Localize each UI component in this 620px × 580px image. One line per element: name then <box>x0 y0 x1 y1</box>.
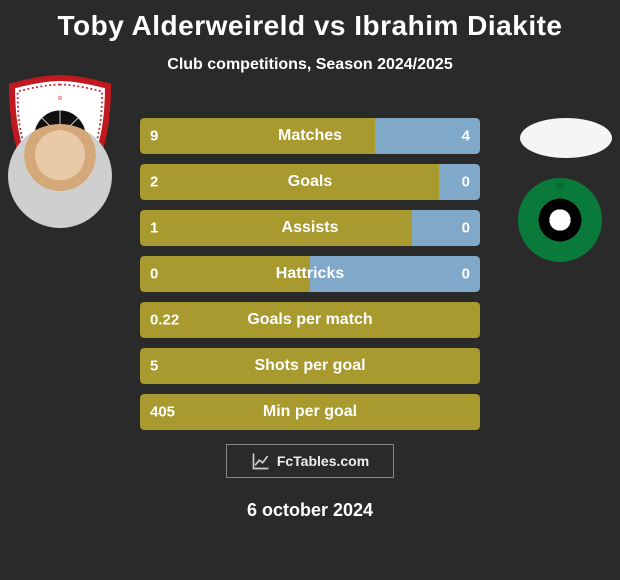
value-right: 0 <box>462 220 470 237</box>
value-right: 0 <box>462 266 470 283</box>
value-left: 5 <box>150 358 158 375</box>
stat-row: 5 Shots per goal <box>140 348 480 384</box>
stat-row: 2 0 Goals <box>140 164 480 200</box>
value-right: 4 <box>462 128 470 145</box>
stat-row: 405 Min per goal <box>140 394 480 430</box>
value-left: 0.22 <box>150 312 179 329</box>
brand-badge: FcTables.com <box>226 444 394 478</box>
crown-icon: ♔ <box>556 182 565 193</box>
stat-label: Shots per goal <box>254 357 365 375</box>
chart-icon <box>251 451 271 471</box>
stat-label: Goals per match <box>247 311 372 329</box>
stat-label: Min per goal <box>263 403 357 421</box>
value-left: 0 <box>150 266 158 283</box>
bar-right <box>439 164 480 200</box>
comparison-chart: 9 4 Matches 2 0 Goals 1 0 Assists 0 0 Hattricks 0.22… <box>140 118 480 440</box>
value-left: 1 <box>150 220 158 237</box>
date-text: 6 october 2024 <box>0 500 620 521</box>
stat-label: Matches <box>278 127 342 145</box>
svg-text:♔: ♔ <box>57 95 62 102</box>
value-left: 2 <box>150 174 158 191</box>
stat-row: 0.22 Goals per match <box>140 302 480 338</box>
stat-row: 1 0 Assists <box>140 210 480 246</box>
value-left: 9 <box>150 128 158 145</box>
value-right: 0 <box>462 174 470 191</box>
player-right-avatar <box>520 118 612 158</box>
page-title: Toby Alderweireld vs Ibrahim Diakite <box>0 0 620 42</box>
stat-label: Goals <box>288 173 332 191</box>
stat-row: 9 4 Matches <box>140 118 480 154</box>
player-left-avatar <box>8 124 112 228</box>
stat-row: 0 0 Hattricks <box>140 256 480 292</box>
brand-text: FcTables.com <box>277 453 369 469</box>
stat-label: Hattricks <box>276 265 344 283</box>
stat-label: Assists <box>282 219 339 237</box>
value-left: 405 <box>150 404 175 421</box>
subtitle: Club competitions, Season 2024/2025 <box>0 56 620 74</box>
bar-left <box>140 210 412 246</box>
club-right-logo: ♔ <box>518 178 602 262</box>
